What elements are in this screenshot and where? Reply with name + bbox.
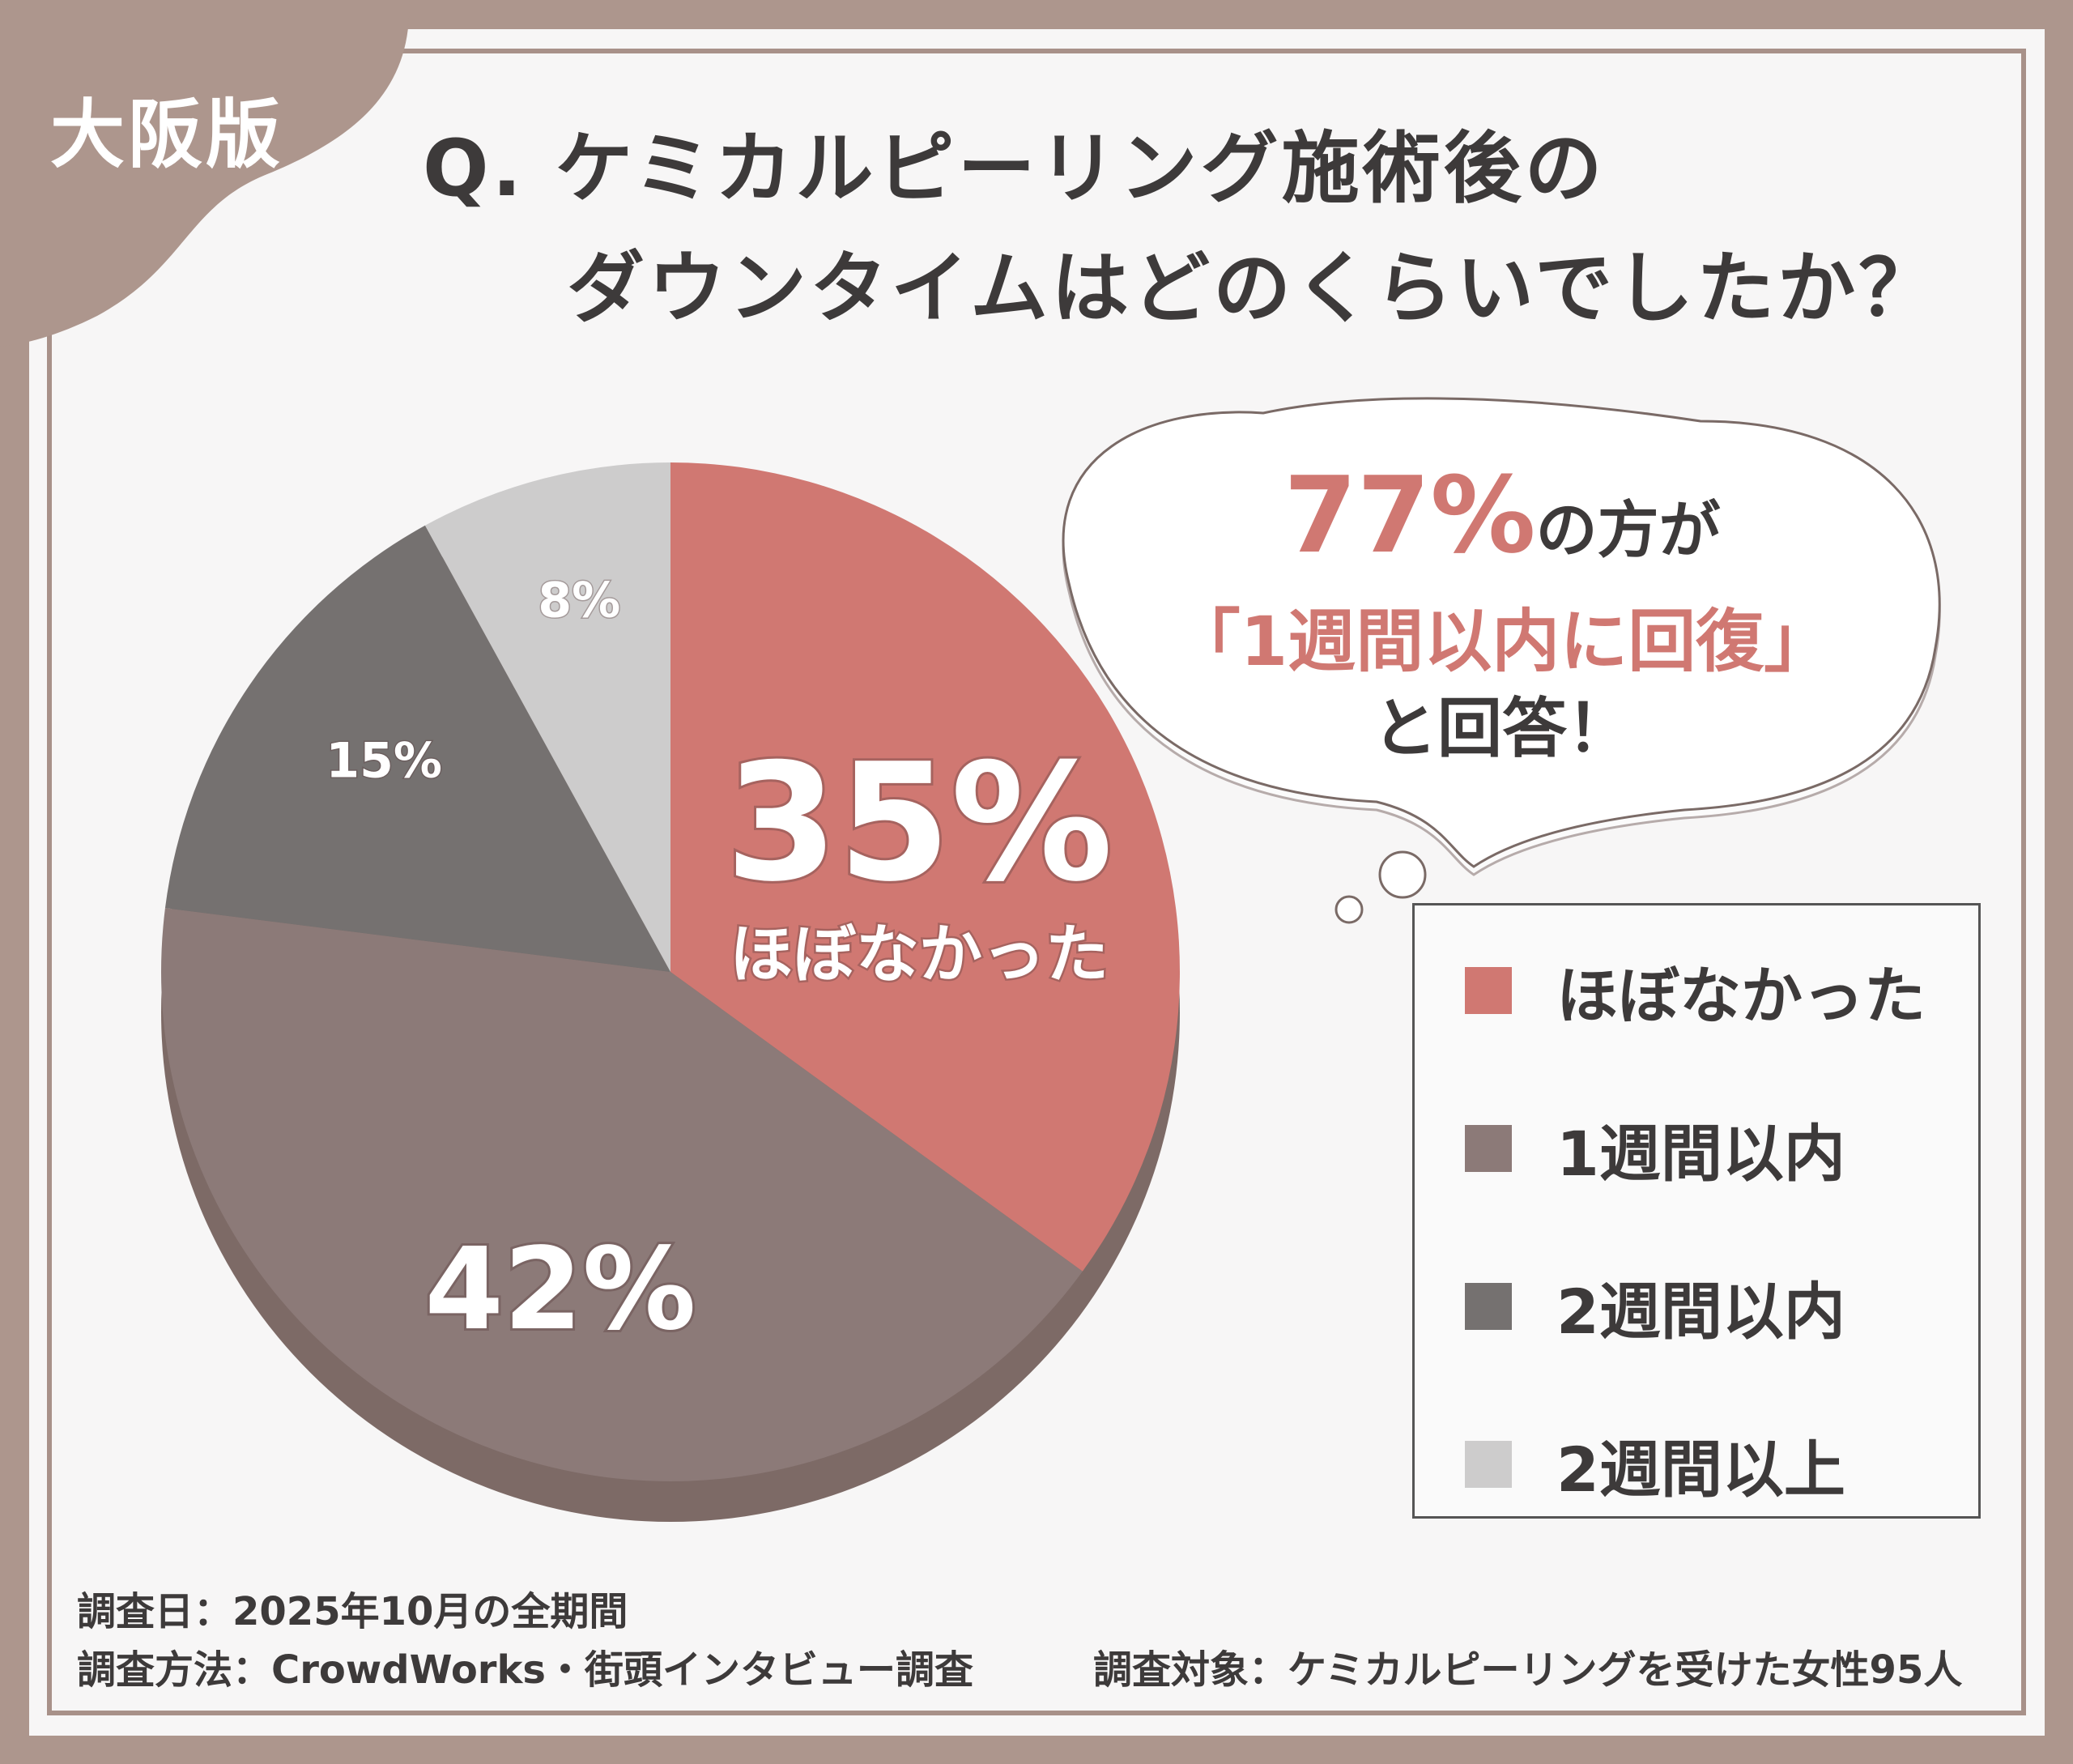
callout-quote: 「1週間以内に回復」 bbox=[1172, 602, 1832, 681]
region-badge: 大阪版 bbox=[50, 92, 284, 178]
data-label-3: 15% bbox=[326, 733, 442, 790]
bubble-dot-small bbox=[1334, 895, 1364, 924]
callout-percent: 77% bbox=[1283, 454, 1536, 577]
footer-date: 調査日：2025年10月の全期間 bbox=[77, 1589, 628, 1634]
data-label-4: 8% bbox=[538, 572, 620, 628]
title-line1: Q. ケミカルピーリング施術後の bbox=[423, 123, 1606, 214]
bubble-dot-large bbox=[1378, 850, 1427, 899]
thought-bubble bbox=[1062, 397, 1941, 924]
legend-item: ほぼなかった bbox=[1465, 946, 1926, 1035]
legend-label: 2週間以上 bbox=[1556, 1434, 1845, 1506]
pie-slice-4 bbox=[424, 462, 670, 972]
legend-swatch bbox=[1465, 967, 1512, 1014]
data-label-1: 35% bbox=[726, 729, 1113, 918]
legend-label: ほぼなかった bbox=[1556, 960, 1926, 1032]
title-line2: ダウンタイムはどのくらいでしたか？ bbox=[567, 243, 1940, 334]
footer-target: 調査対象：ケミカルピーリングを受けた女性95人 bbox=[1093, 1647, 1963, 1693]
legend-swatch bbox=[1465, 1441, 1512, 1488]
pie-slice-2 bbox=[161, 908, 1083, 1481]
legend: ほぼなかった 1週間以内 2週間以内 2週間以上 bbox=[1412, 903, 1981, 1519]
legend-item: 2週間以上 bbox=[1465, 1420, 1845, 1509]
callout-line1: 77%の方が bbox=[1061, 454, 1943, 577]
legend-label: 2週間以内 bbox=[1556, 1276, 1845, 1348]
callout-answer: と回答！ bbox=[1373, 691, 1632, 766]
callout-suffix: の方が bbox=[1535, 494, 1721, 566]
legend-item: 1週間以内 bbox=[1465, 1104, 1845, 1193]
legend-swatch bbox=[1465, 1125, 1512, 1172]
pie-slice-1 bbox=[670, 462, 1180, 1272]
data-label-2: 42% bbox=[424, 1224, 696, 1356]
inner-border bbox=[47, 49, 2026, 1715]
region-tab bbox=[0, 0, 410, 347]
legend-swatch bbox=[1465, 1283, 1512, 1330]
legend-item: 2週間以内 bbox=[1465, 1262, 1845, 1351]
pie-slice-3 bbox=[164, 525, 671, 972]
legend-label: 1週間以内 bbox=[1556, 1118, 1845, 1190]
data-label-category: ほぼなかった bbox=[730, 918, 1109, 991]
footer-method: 調査方法：CrowdWorks・街頭インタビュー調査 bbox=[77, 1647, 973, 1693]
